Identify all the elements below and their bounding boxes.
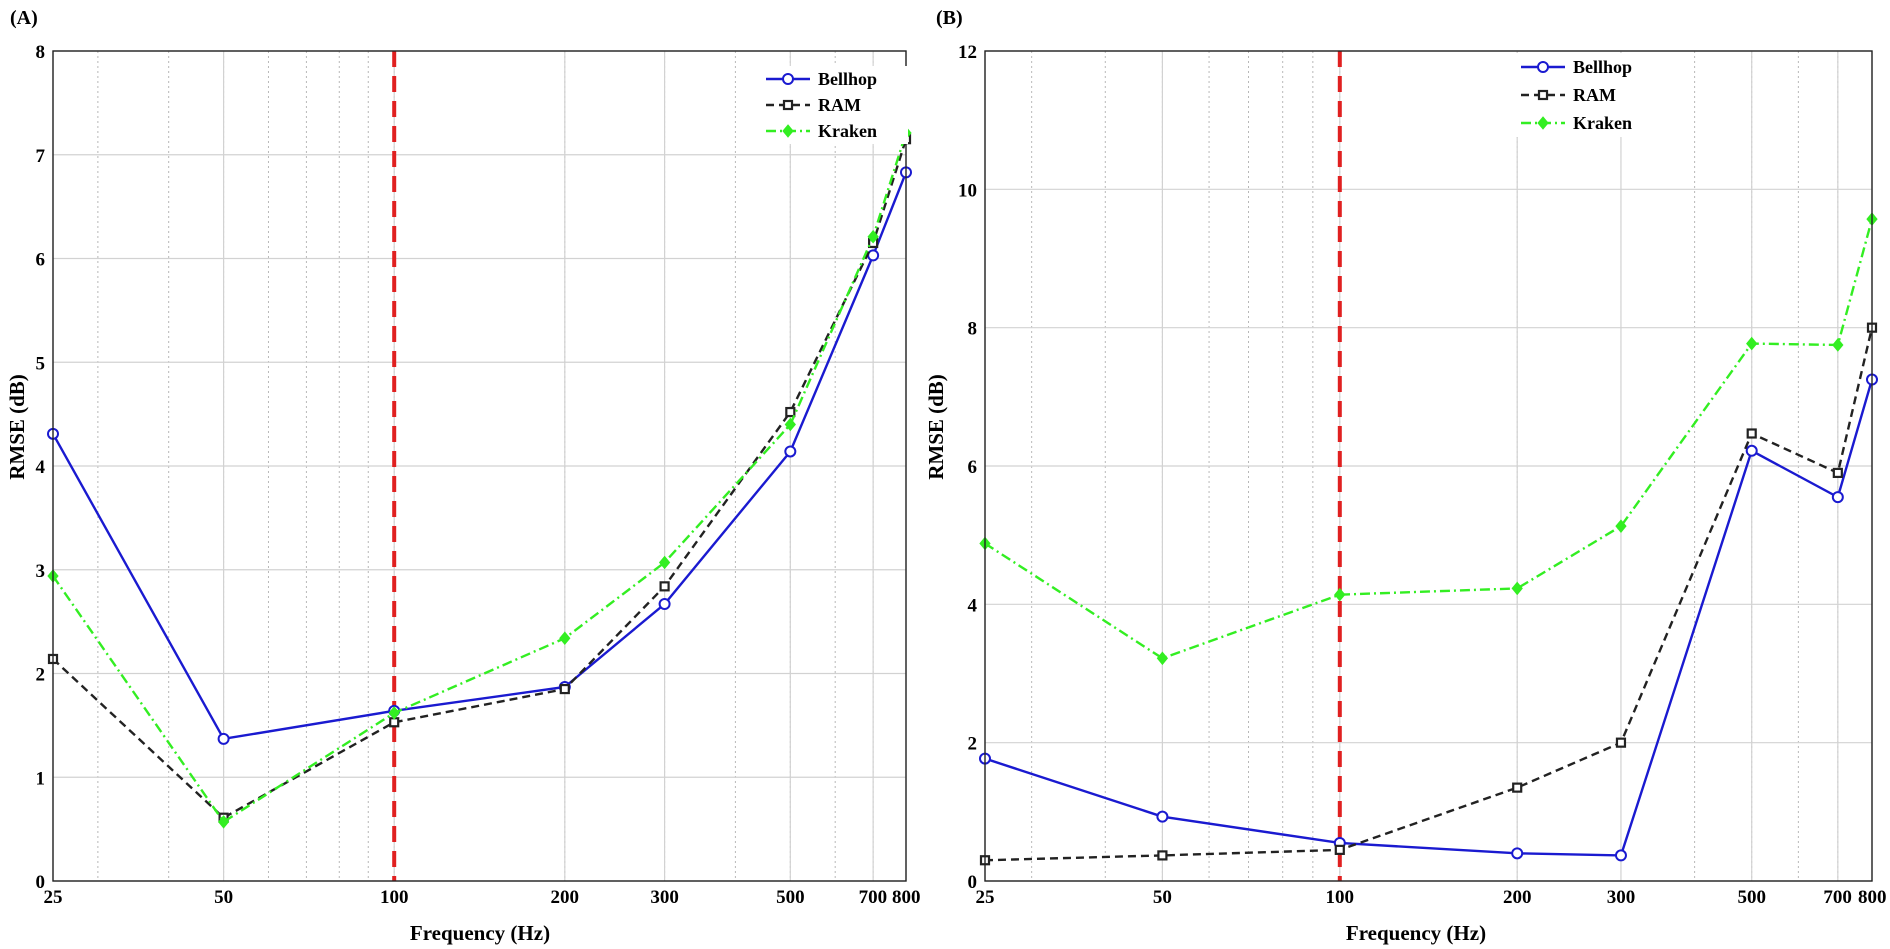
series-line-kraken xyxy=(984,218,1874,660)
data-point-kraken xyxy=(1746,336,1758,351)
y-tick-label: 6 xyxy=(968,457,978,478)
y-tick-label: 6 xyxy=(36,250,46,271)
data-point-kraken xyxy=(1511,581,1523,596)
x-tick-label: 800 xyxy=(1858,887,1887,908)
legend-label: Bellhop xyxy=(1573,57,1632,77)
y-axis-label-a: RMSE (dB) xyxy=(5,374,29,480)
series-line-ram xyxy=(52,138,908,820)
data-point-kraken xyxy=(784,417,796,432)
legend-label: Bellhop xyxy=(818,69,877,89)
series-bellhop-b xyxy=(979,373,1878,862)
legend-marker xyxy=(782,124,794,138)
x-tick-label: 25 xyxy=(976,887,995,908)
series-line-bellhop xyxy=(984,379,1874,857)
data-point-kraken xyxy=(217,815,230,829)
data-point-ram xyxy=(1615,737,1627,748)
x-tick-label: 100 xyxy=(380,887,409,908)
y-tick-label: 3 xyxy=(36,561,46,582)
x-tick-label: 700 xyxy=(859,887,888,908)
axes-frame-b xyxy=(984,50,1873,882)
y-tick-label: 12 xyxy=(958,42,977,63)
x-tick-label: 100 xyxy=(1326,887,1355,908)
series-bellhop-a xyxy=(47,166,912,745)
y-tick-label: 4 xyxy=(968,595,978,616)
y-tick-label: 4 xyxy=(36,457,46,478)
series-kraken-a xyxy=(47,126,912,829)
x-axis-label-b: Frequency (Hz) xyxy=(1346,921,1486,945)
data-point-kraken xyxy=(658,555,671,570)
x-tick-label: 700 xyxy=(1823,887,1852,908)
data-point-kraken xyxy=(559,631,571,646)
data-point-kraken xyxy=(1156,651,1169,666)
data-point-bellhop xyxy=(217,732,230,745)
legend-label: Kraken xyxy=(1573,113,1632,133)
x-tick-label: 25 xyxy=(44,887,63,908)
x-tick-label: 500 xyxy=(1737,887,1766,908)
data-point-ram xyxy=(1334,844,1345,855)
panel-label-a: (A) xyxy=(10,7,38,29)
x-tick-label: 200 xyxy=(551,887,580,908)
data-point-kraken xyxy=(1832,338,1844,352)
y-tick-label: 7 xyxy=(36,146,46,167)
data-point-bellhop xyxy=(1831,491,1844,504)
data-point-bellhop xyxy=(1156,810,1169,823)
data-point-kraken xyxy=(1334,587,1346,602)
data-point-ram xyxy=(1832,467,1843,479)
y-tick-label: 0 xyxy=(968,872,978,893)
series-line-kraken xyxy=(52,132,908,824)
series-line-bellhop xyxy=(51,171,908,741)
data-point-bellhop xyxy=(1745,444,1758,457)
data-point-ram xyxy=(1746,428,1757,439)
data-point-kraken xyxy=(1615,519,1627,533)
x-tick-label: 200 xyxy=(1503,887,1532,908)
y-tick-label: 2 xyxy=(968,734,978,755)
series-ram-b xyxy=(979,322,1878,866)
legend-marker xyxy=(782,99,794,111)
y-tick-label: 0 xyxy=(36,872,46,893)
x-axis-label-a: Frequency (Hz) xyxy=(410,921,550,945)
legend-marker xyxy=(1537,116,1549,130)
data-point-ram xyxy=(659,581,670,592)
data-point-bellhop xyxy=(867,249,880,262)
x-tick-label: 50 xyxy=(214,887,233,908)
data-point-ram xyxy=(1512,782,1523,793)
legend-b: Bellhop RAM Kraken xyxy=(1515,53,1665,137)
legend-marker xyxy=(1537,61,1549,73)
legend-a: Bellhop RAM Kraken xyxy=(760,66,908,144)
y-tick-label: 8 xyxy=(968,319,978,340)
y-tick-label: 2 xyxy=(36,665,46,686)
series-ram-a xyxy=(47,134,912,823)
chart-panel-a: (A) Frequency (Hz) RMSE (dB) 25 50 100 200 3… xyxy=(5,7,921,945)
x-tick-label: 50 xyxy=(1153,887,1172,908)
y-tick-label: 10 xyxy=(958,180,977,201)
x-tick-label: 500 xyxy=(776,887,805,908)
legend-marker xyxy=(782,73,794,85)
data-point-ram xyxy=(785,406,796,418)
x-tick-label: 300 xyxy=(1607,887,1636,908)
legend-label: RAM xyxy=(1573,85,1616,105)
data-point-ram xyxy=(559,683,570,695)
y-axis-label-b: RMSE (dB) xyxy=(924,374,948,480)
data-point-bellhop xyxy=(658,597,671,610)
data-point-kraken xyxy=(867,229,879,244)
series-line-ram xyxy=(984,327,1874,862)
x-tick-label: 800 xyxy=(892,887,921,908)
panel-label-b: (B) xyxy=(936,7,963,29)
legend-marker xyxy=(1537,89,1549,101)
y-tick-label: 5 xyxy=(36,353,46,374)
y-tick-label: 1 xyxy=(36,768,46,789)
data-point-kraken xyxy=(388,706,400,720)
y-tick-label: 8 xyxy=(36,42,46,63)
data-point-ram xyxy=(1157,850,1168,861)
data-point-bellhop xyxy=(1614,849,1627,862)
series-kraken-b xyxy=(979,212,1878,666)
x-tick-label: 300 xyxy=(650,887,679,908)
axes-frame-a xyxy=(52,50,907,882)
legend-label: Kraken xyxy=(818,121,877,141)
data-point-bellhop xyxy=(784,445,797,458)
chart-panel-b: (B) Frequency (Hz) RMSE (dB) 25 50 100 200 3… xyxy=(924,7,1887,945)
data-point-bellhop xyxy=(1511,847,1524,860)
legend-label: RAM xyxy=(818,95,861,115)
